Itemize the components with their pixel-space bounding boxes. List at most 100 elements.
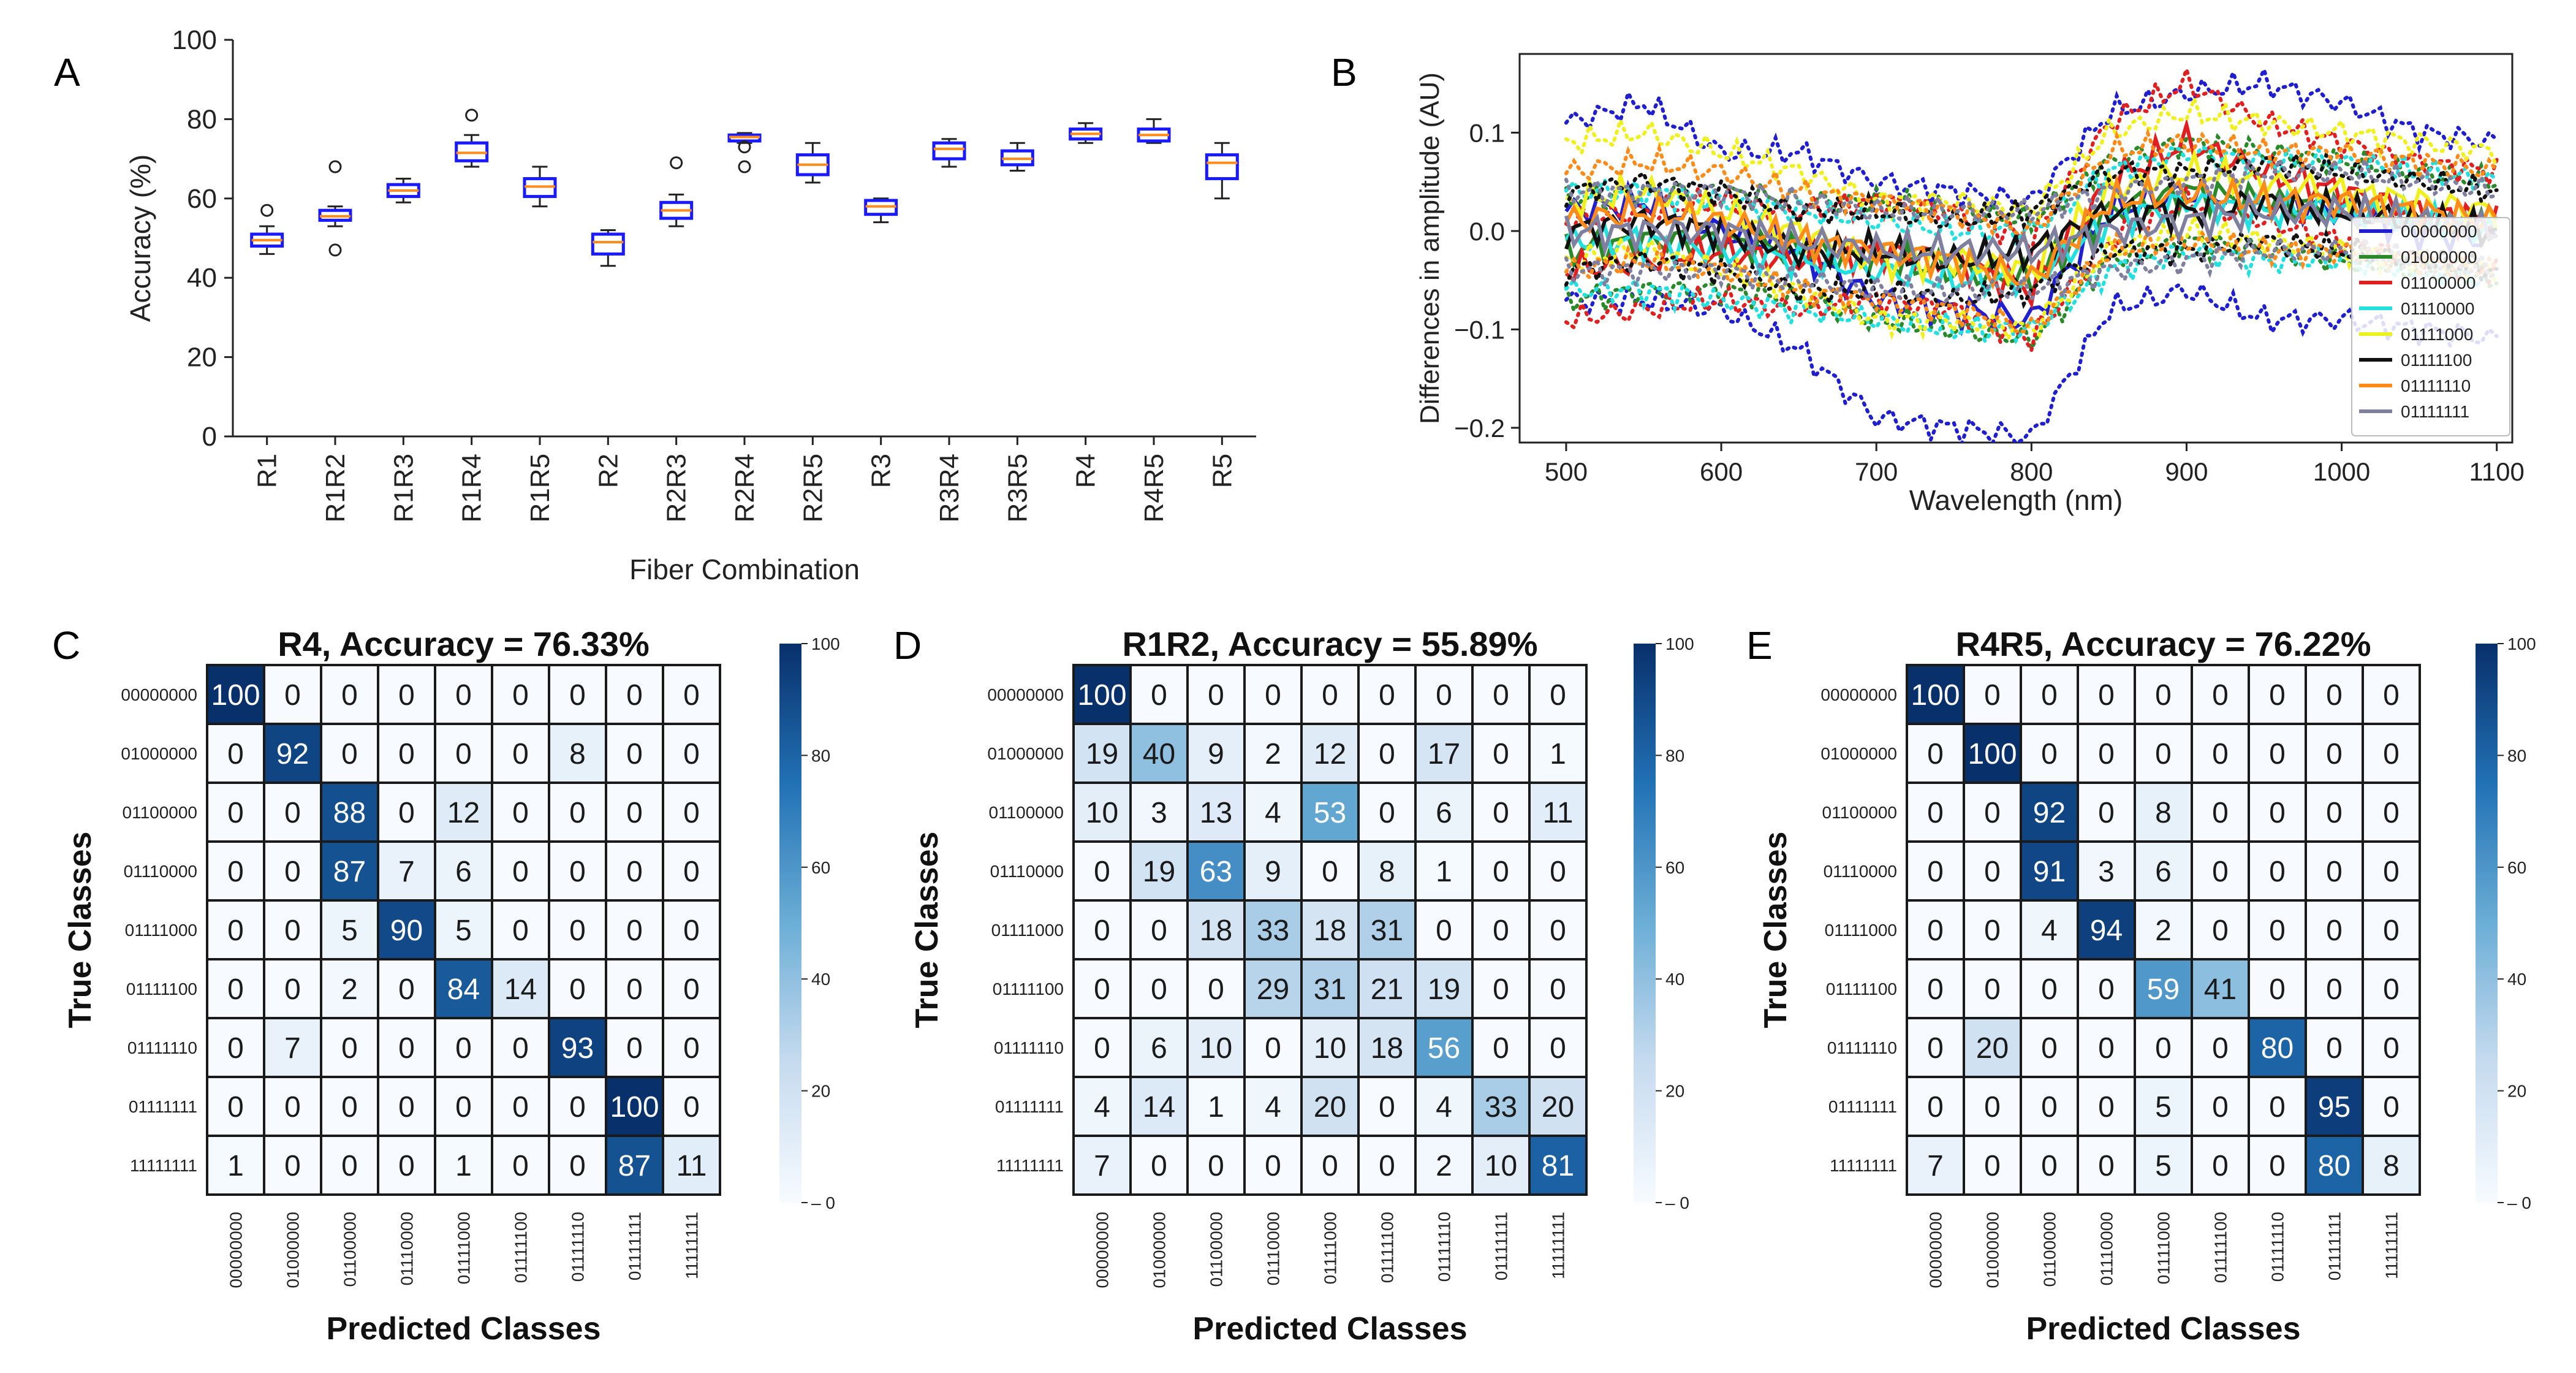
matrix-cell (605, 899, 664, 960)
cell-value: 0 (341, 738, 358, 770)
col-class-label: 01111000 (1321, 1212, 1340, 1284)
cell-value: 0 (2212, 856, 2229, 888)
cell-value: 8 (569, 738, 586, 770)
col-class-label: 00000000 (1926, 1212, 1945, 1288)
matrix-cell (434, 723, 493, 784)
panel-c: C R4, Accuracy = 76.33%100 0 0 0 0 0 0 0 00 92 0 0 0 0… (52, 623, 840, 1347)
matrix-cell (662, 1017, 721, 1078)
matrix-cell (263, 840, 322, 902)
matrix-cell (320, 664, 379, 725)
cell-value: 0 (1379, 1091, 1395, 1124)
cell-value: 0 (2212, 738, 2229, 770)
matrix-cell (2020, 840, 2079, 902)
cell-value: 8 (2383, 1150, 2400, 1182)
matrix-cell (1414, 958, 1474, 1019)
row-class-label: 01100000 (1822, 803, 1898, 822)
legend-label: 01111111 (2401, 402, 2469, 421)
outlier-point (328, 243, 342, 257)
matrix-cell (1963, 840, 2022, 902)
cell-value: 0 (227, 915, 244, 947)
matrix-cell (2077, 723, 2136, 784)
x-axis-title: Predicted Classes (1192, 1311, 1467, 1347)
x-tick-label: R2 (593, 454, 623, 488)
matrix-cell (2248, 840, 2307, 902)
y-tick-label: −0.2 (1454, 414, 1505, 443)
cell-value: 91 (2033, 856, 2066, 888)
x-tick-label: R3R4 (934, 454, 964, 523)
cell-value: 2 (341, 973, 358, 1006)
spread-lower-01111111 (1564, 232, 2499, 305)
cell-value: 0 (683, 1032, 700, 1065)
matrix-cell (2134, 782, 2193, 843)
matrix-cell (605, 664, 664, 725)
matrix-cell (2248, 1017, 2307, 1078)
row-class-label: 01111111 (995, 1097, 1064, 1116)
legend-label: 01100000 (2401, 273, 2476, 292)
y-axis-title: Accuracy (%) (124, 154, 156, 322)
row-class-label: 01111110 (127, 1038, 197, 1057)
matrix-cell (1528, 1017, 1588, 1078)
matrix-cell (1471, 782, 1531, 843)
col-class-label: 01100000 (2040, 1212, 2059, 1287)
matrix-cell (2248, 723, 2307, 784)
panel-letter: D (893, 623, 922, 667)
spread-lower-01111100 (1564, 228, 2499, 310)
cell-value: 0 (2155, 1032, 2172, 1065)
matrix-cell (1471, 1017, 1531, 1078)
matrix-cell (2134, 1017, 2193, 1078)
matrix-cell (1528, 1135, 1588, 1196)
matrix-cell (1186, 958, 1246, 1019)
outlier-point (328, 160, 342, 173)
y-tick-label: 0 (202, 422, 217, 452)
colorbar-tick-label: 20 (1665, 1082, 1684, 1101)
cell-value: 31 (1314, 973, 1346, 1006)
cell-value: 0 (2212, 797, 2229, 829)
cell-value: 63 (1200, 856, 1232, 888)
cell-value: 0 (2212, 1150, 2229, 1182)
panel-d: D R1R2, Accuracy = 55.89%100 0 0 0 0 0 0 0 019 40 9… (893, 623, 1694, 1347)
cell-value: 0 (1493, 738, 1509, 770)
cell-value: 0 (2269, 915, 2286, 947)
matrix-cell (1528, 1076, 1588, 1137)
colorbar-tick-label: 100 (2507, 634, 2536, 653)
cell-value: 0 (2098, 1150, 2115, 1182)
col-class-label: 01111110 (1435, 1212, 1454, 1282)
colorbar-tick-label: 60 (811, 858, 830, 877)
outlier-point (465, 108, 479, 122)
cell-value: 0 (626, 856, 643, 888)
series-group (1564, 63, 2499, 443)
col-class-label: 01111110 (569, 1212, 588, 1282)
row-class-label: 01000000 (121, 744, 197, 763)
cell-value: 1 (455, 1150, 472, 1182)
colorbar-tick-label: 40 (811, 970, 830, 989)
cell-value: 0 (2383, 679, 2400, 712)
row-class-label: 01110000 (1824, 862, 1897, 881)
y-tick-label: −0.1 (1454, 315, 1505, 344)
x-tick-label: 500 (1545, 457, 1588, 486)
row-class-label: 00000000 (1820, 685, 1897, 704)
cell-value: 9 (1208, 738, 1224, 770)
cell-value: 41 (2204, 973, 2237, 1006)
cell-value: 0 (683, 915, 700, 947)
row-class-label: 00000000 (121, 685, 197, 704)
cell-value: 0 (227, 1091, 244, 1124)
cell-value: 6 (1436, 797, 1452, 829)
cell-value: 0 (683, 679, 700, 712)
matrix-cell (1471, 958, 1531, 1019)
cell-value: 0 (626, 1032, 643, 1065)
cell-value: 0 (2155, 679, 2172, 712)
x-tick-label: 700 (1855, 457, 1898, 486)
cell-value: 0 (341, 1091, 358, 1124)
matrix-cell (1414, 723, 1474, 784)
cell-value: 92 (276, 738, 309, 770)
cell-value: 0 (2326, 1032, 2343, 1065)
matrix-cell (2362, 899, 2421, 960)
spread-lower-01100000 (1564, 181, 2499, 356)
row-class-label: 01100000 (989, 803, 1064, 822)
col-class-label: 01111111 (626, 1212, 645, 1280)
matrix-cell (548, 899, 607, 960)
col-class-label: 01111111 (1492, 1212, 1511, 1280)
cell-value: 0 (2269, 679, 2286, 712)
cell-value: 0 (455, 1032, 472, 1065)
cell-value: 0 (2269, 856, 2286, 888)
